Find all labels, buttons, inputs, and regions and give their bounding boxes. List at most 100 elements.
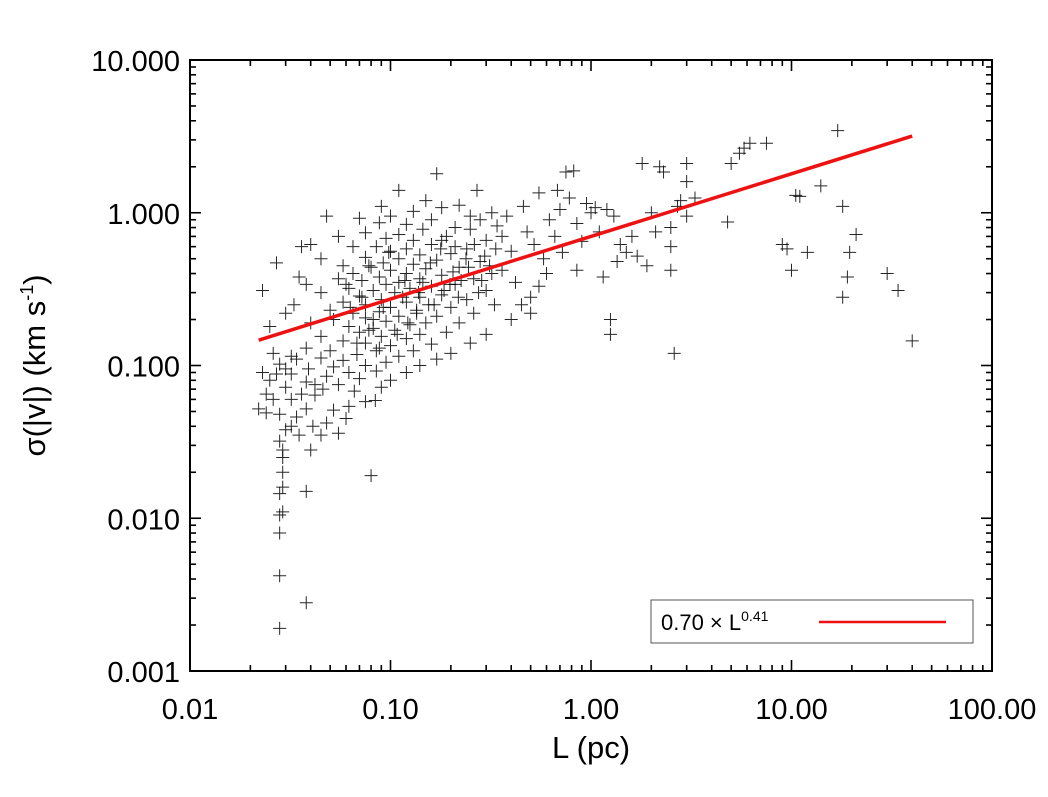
data-point bbox=[355, 274, 369, 288]
data-point bbox=[323, 303, 337, 317]
data-point bbox=[446, 265, 460, 279]
data-point bbox=[342, 365, 356, 379]
data-point bbox=[299, 596, 313, 610]
axis-ticks bbox=[189, 60, 992, 672]
data-point bbox=[379, 231, 393, 245]
data-point bbox=[369, 240, 383, 254]
data-point bbox=[463, 336, 477, 350]
data-point bbox=[657, 165, 671, 179]
data-point bbox=[743, 136, 757, 150]
data-point bbox=[279, 306, 293, 320]
data-point bbox=[444, 247, 458, 261]
data-point bbox=[467, 306, 481, 320]
data-point bbox=[780, 242, 794, 256]
data-point bbox=[299, 375, 313, 389]
data-points bbox=[252, 124, 919, 635]
data-point bbox=[680, 175, 694, 189]
data-point bbox=[284, 367, 298, 381]
data-point bbox=[613, 237, 627, 251]
data-point bbox=[570, 217, 584, 231]
data-point bbox=[721, 215, 735, 229]
data-point bbox=[435, 233, 449, 247]
data-point bbox=[355, 290, 369, 304]
data-point bbox=[490, 219, 504, 233]
data-point bbox=[273, 508, 287, 522]
data-point bbox=[472, 286, 486, 300]
legend-label-main: 0.70 × L bbox=[661, 610, 741, 635]
data-point bbox=[392, 309, 406, 323]
data-point bbox=[342, 281, 356, 295]
data-point bbox=[372, 270, 386, 284]
data-point bbox=[550, 183, 564, 197]
data-point bbox=[664, 263, 678, 277]
data-point bbox=[603, 313, 617, 327]
data-point bbox=[266, 346, 280, 360]
data-point bbox=[314, 329, 328, 343]
data-point bbox=[674, 194, 688, 208]
y-tick-label: 1.000 bbox=[107, 199, 180, 231]
data-point bbox=[439, 325, 453, 339]
data-point bbox=[434, 242, 448, 256]
data-point bbox=[263, 320, 277, 334]
data-point bbox=[398, 274, 412, 288]
data-point bbox=[269, 367, 283, 381]
x-tick-label: 0.01 bbox=[162, 694, 218, 726]
data-point bbox=[406, 257, 420, 271]
data-point bbox=[358, 359, 372, 372]
data-point bbox=[284, 392, 298, 406]
data-point bbox=[320, 209, 334, 223]
data-point bbox=[435, 201, 449, 215]
data-point bbox=[399, 242, 413, 256]
data-point bbox=[304, 237, 318, 251]
data-point bbox=[607, 209, 621, 223]
data-point bbox=[416, 222, 430, 236]
data-point bbox=[339, 411, 353, 425]
data-point bbox=[279, 362, 293, 376]
data-point bbox=[331, 378, 345, 392]
data-point bbox=[346, 267, 360, 281]
data-point bbox=[316, 382, 330, 396]
data-point bbox=[382, 245, 396, 259]
y-axis-label-end: ) bbox=[17, 274, 52, 284]
data-point bbox=[555, 245, 569, 259]
data-point bbox=[427, 298, 441, 312]
data-point bbox=[372, 341, 386, 355]
x-tick-label: 1.00 bbox=[563, 694, 619, 726]
data-point bbox=[379, 355, 393, 369]
data-point bbox=[276, 443, 290, 457]
data-point bbox=[384, 209, 397, 223]
fit-line bbox=[258, 134, 913, 342]
data-point bbox=[273, 434, 287, 448]
data-point bbox=[399, 267, 413, 281]
data-point bbox=[836, 290, 850, 304]
data-point bbox=[649, 225, 663, 239]
data-point bbox=[350, 336, 364, 350]
data-point bbox=[299, 402, 313, 416]
data-point bbox=[299, 484, 313, 498]
data-point bbox=[424, 337, 438, 351]
data-point bbox=[430, 309, 444, 323]
data-point bbox=[352, 325, 366, 339]
data-point bbox=[392, 349, 406, 363]
data-point bbox=[390, 327, 404, 341]
data-point bbox=[849, 228, 863, 242]
data-point bbox=[653, 160, 667, 174]
data-point bbox=[342, 320, 356, 334]
data-point bbox=[406, 344, 420, 358]
data-point bbox=[352, 211, 366, 225]
data-point bbox=[347, 384, 361, 398]
data-point bbox=[269, 256, 283, 270]
data-point bbox=[273, 526, 287, 540]
data-point bbox=[410, 306, 424, 320]
data-point bbox=[292, 428, 306, 442]
data-point bbox=[368, 394, 382, 408]
data-point bbox=[500, 209, 514, 223]
y-tick-label: 0.010 bbox=[107, 504, 180, 536]
data-point bbox=[580, 196, 594, 210]
data-point bbox=[532, 186, 546, 200]
data-point bbox=[785, 263, 798, 277]
data-point bbox=[596, 270, 610, 284]
data-point bbox=[570, 263, 584, 277]
data-point bbox=[358, 395, 372, 409]
